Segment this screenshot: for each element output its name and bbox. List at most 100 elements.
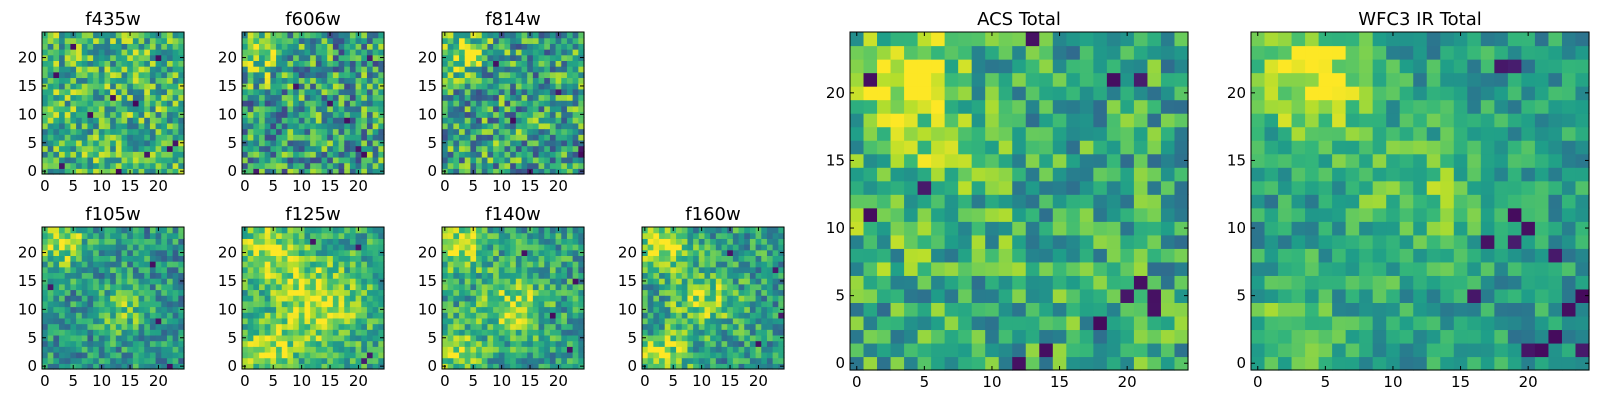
heatmap-cell (378, 232, 385, 239)
heatmap-cell (338, 105, 345, 113)
heatmap-cell (998, 59, 1013, 74)
heatmap-cell (481, 111, 489, 118)
heatmap-cell (498, 283, 506, 291)
heatmap-cell (561, 244, 568, 251)
heatmap-cell (321, 117, 328, 124)
heatmap-cell (264, 312, 271, 319)
y-tick-label: 0 (227, 162, 237, 180)
heatmap-cell (47, 37, 54, 44)
heatmap-cell (310, 317, 317, 325)
heatmap-cell (127, 317, 134, 325)
heatmap-cell (470, 249, 477, 256)
heatmap-cell (985, 275, 1000, 290)
heatmap-cell (917, 72, 932, 87)
heatmap-cell (372, 238, 379, 245)
heatmap-cell (378, 351, 385, 359)
heatmap-cell (904, 99, 919, 114)
heatmap-cell (155, 357, 162, 364)
heatmap-cell (527, 54, 534, 61)
heatmap-cell (578, 145, 585, 152)
heatmap-cell (890, 356, 905, 371)
heatmap-cell (676, 261, 683, 268)
heatmap-cell (378, 88, 385, 96)
heatmap-cell (863, 45, 878, 60)
heatmap-cell (253, 105, 260, 113)
heatmap-cell (155, 340, 162, 347)
heatmap-cell (877, 126, 892, 141)
heatmap-cell (527, 111, 534, 118)
heatmap-cell (81, 77, 89, 84)
heatmap-cell (276, 134, 283, 141)
heatmap-cell (132, 145, 140, 152)
heatmap-cell (498, 100, 506, 107)
heatmap-cell (264, 128, 271, 135)
heatmap-cell (127, 357, 134, 364)
heatmap-cell (453, 232, 460, 239)
heatmap-cell (372, 312, 379, 319)
heatmap-cell (338, 272, 345, 279)
heatmap-cell (81, 151, 89, 158)
heatmap-cell (863, 315, 878, 331)
heatmap-cell (149, 134, 157, 141)
heatmap-cell (338, 340, 345, 347)
heatmap-cell (93, 156, 100, 164)
heatmap-cell (161, 306, 168, 313)
heatmap-cell (332, 100, 340, 107)
y-tick-label: 20 (18, 49, 37, 67)
heatmap-cell (544, 232, 551, 239)
heatmap-cell (515, 60, 523, 67)
heatmap-cell (59, 317, 66, 325)
heatmap-cell (253, 357, 260, 364)
heatmap-cell (115, 346, 123, 353)
heatmap-cell (1012, 45, 1027, 60)
heatmap-cell (253, 278, 260, 285)
heatmap-cell (53, 122, 60, 130)
heatmap-cell (93, 261, 100, 268)
heatmap-cell (476, 346, 483, 353)
heatmap-cell (259, 244, 266, 251)
heatmap-cell (578, 37, 585, 44)
y-tick-label: 5 (627, 329, 637, 347)
heatmap-cell (1025, 234, 1040, 249)
heatmap-cell (470, 255, 477, 262)
heatmap-cell (259, 105, 266, 113)
y-tick-label: 5 (227, 329, 237, 347)
heatmap-cell (121, 88, 128, 96)
heatmap-cell (572, 43, 579, 50)
heatmap-cell (521, 317, 528, 325)
heatmap-cell (1052, 342, 1067, 358)
heatmap-cell (253, 249, 260, 256)
heatmap-cell (442, 128, 449, 135)
heatmap-cell (338, 255, 345, 262)
heatmap-cell (727, 346, 734, 353)
heatmap-cell (155, 117, 162, 124)
heatmap-cell (59, 357, 66, 364)
heatmap-cell (504, 261, 511, 268)
heatmap-cell (355, 317, 362, 325)
heatmap-cell (298, 323, 306, 330)
y-tick-label: 0 (27, 162, 37, 180)
panel-title: f125w (285, 204, 340, 225)
heatmap-cell (344, 266, 351, 274)
heatmap-cell (70, 278, 77, 285)
heatmap-cell (47, 232, 54, 239)
heatmap-cell (287, 329, 294, 336)
heatmap-cell (510, 88, 517, 96)
heatmap-cell (344, 105, 351, 113)
heatmap-cell (459, 351, 466, 359)
heatmap-cell (53, 363, 60, 370)
heatmap-cell (127, 88, 134, 96)
heatmap-cell (298, 77, 306, 84)
heatmap-cell (453, 227, 460, 234)
heatmap-cell (481, 100, 489, 107)
heatmap-cell (349, 122, 357, 130)
heatmap-cell (144, 312, 151, 319)
heatmap-cell (549, 232, 557, 239)
heatmap-cell (727, 272, 734, 279)
heatmap-cell (144, 83, 151, 90)
heatmap-cell (121, 49, 128, 56)
heatmap-cell (904, 86, 919, 101)
heatmap-cell (110, 100, 117, 107)
heatmap-cell (766, 261, 774, 268)
heatmap-cell (298, 43, 306, 50)
